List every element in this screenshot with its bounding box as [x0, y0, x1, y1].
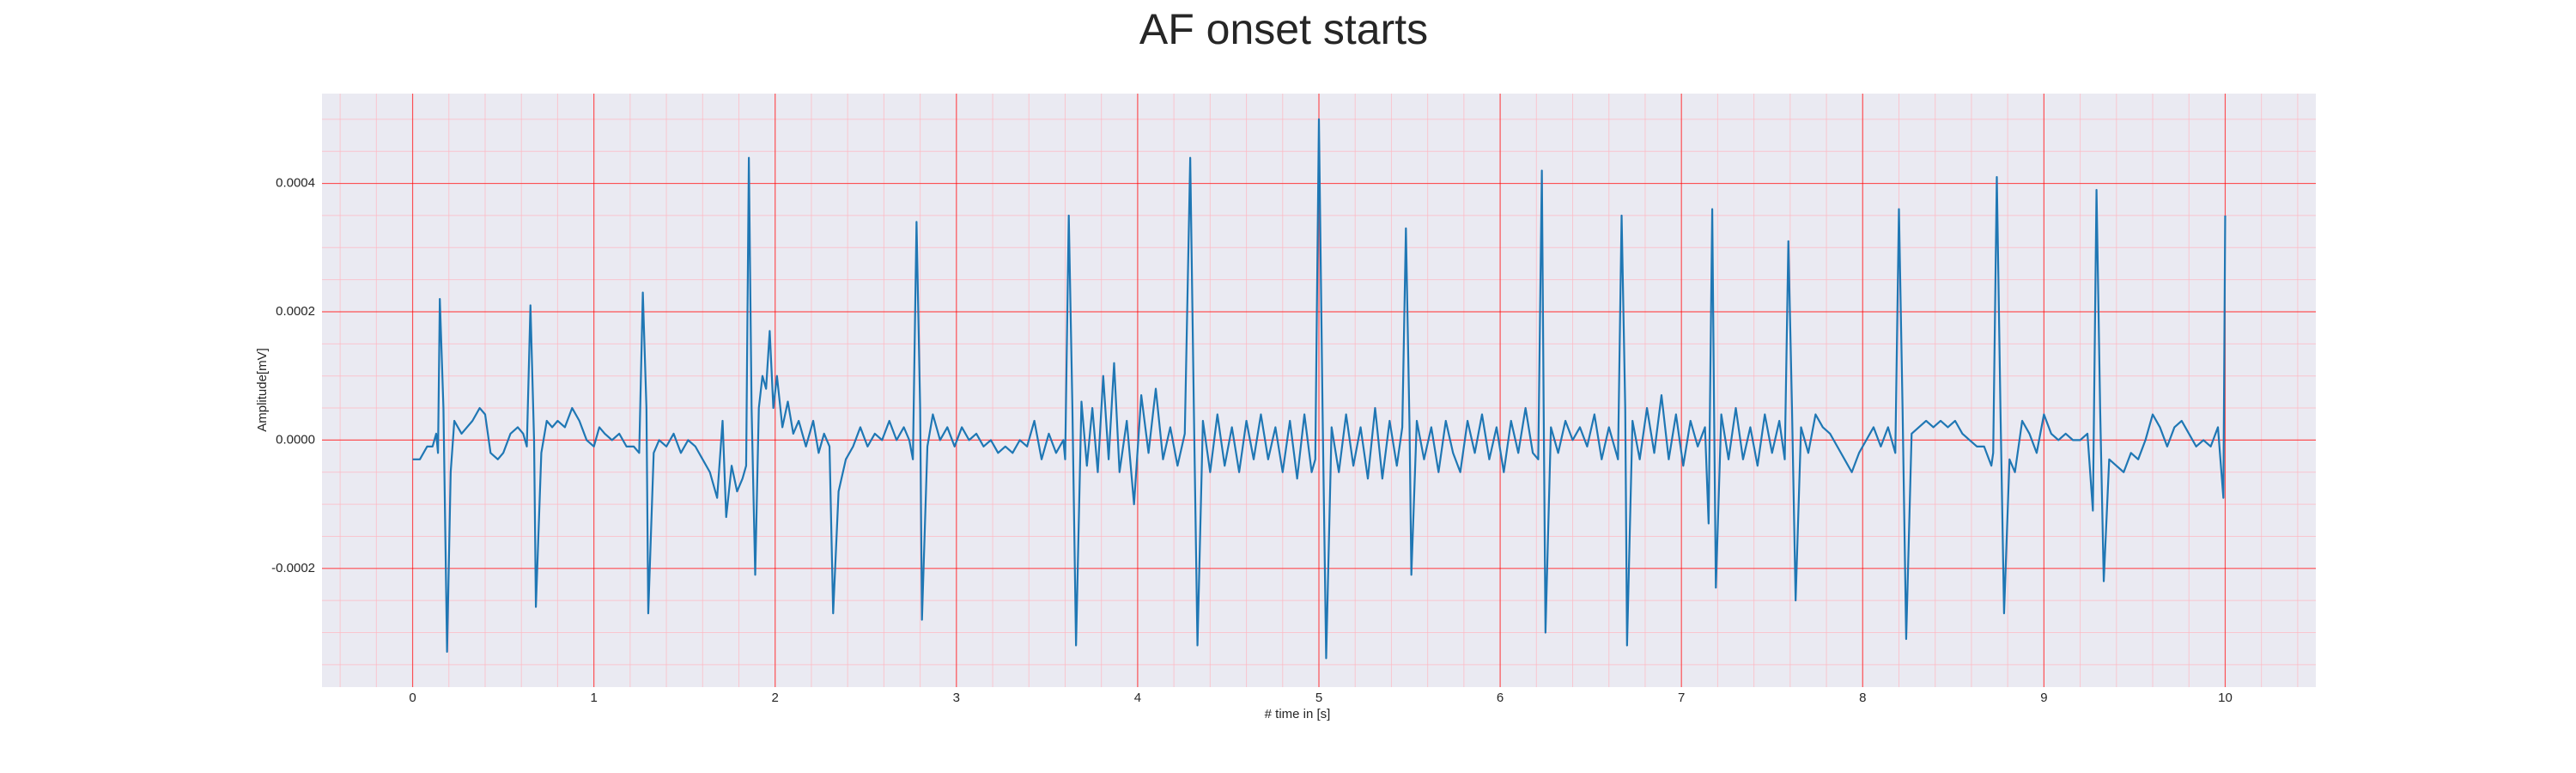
- x-tick-label: 7: [1678, 691, 1685, 705]
- x-tick-label: 1: [590, 691, 597, 705]
- x-tick-label: 5: [1315, 691, 1322, 705]
- signal-line: [412, 118, 2227, 660]
- ticks: 0 1 2 3 4 5 6 7 8 9 10 -0.0002 0.0000 0.0002 0.0004: [271, 176, 2233, 705]
- y-tick-label: 0.0000: [276, 432, 315, 447]
- x-tick-label: 10: [2218, 691, 2233, 705]
- x-tick-label: 6: [1497, 691, 1504, 705]
- x-tick-label: 0: [409, 691, 416, 705]
- x-axis-label: # time in [s]: [1265, 707, 1331, 721]
- x-tick-label: 8: [1859, 691, 1866, 705]
- y-tick-label: 0.0004: [276, 176, 315, 191]
- x-tick-label: 9: [2040, 691, 2047, 705]
- lines: [412, 118, 2227, 660]
- y-tick-label: -0.0002: [271, 561, 315, 575]
- chart-title: AF onset starts: [1139, 5, 1428, 53]
- y-tick-label: 0.0002: [276, 304, 315, 319]
- x-tick-label: 4: [1134, 691, 1141, 705]
- x-tick-label: 3: [953, 691, 960, 705]
- y-axis-label: Amplitude[mV]: [255, 348, 270, 432]
- x-tick-label: 2: [772, 691, 779, 705]
